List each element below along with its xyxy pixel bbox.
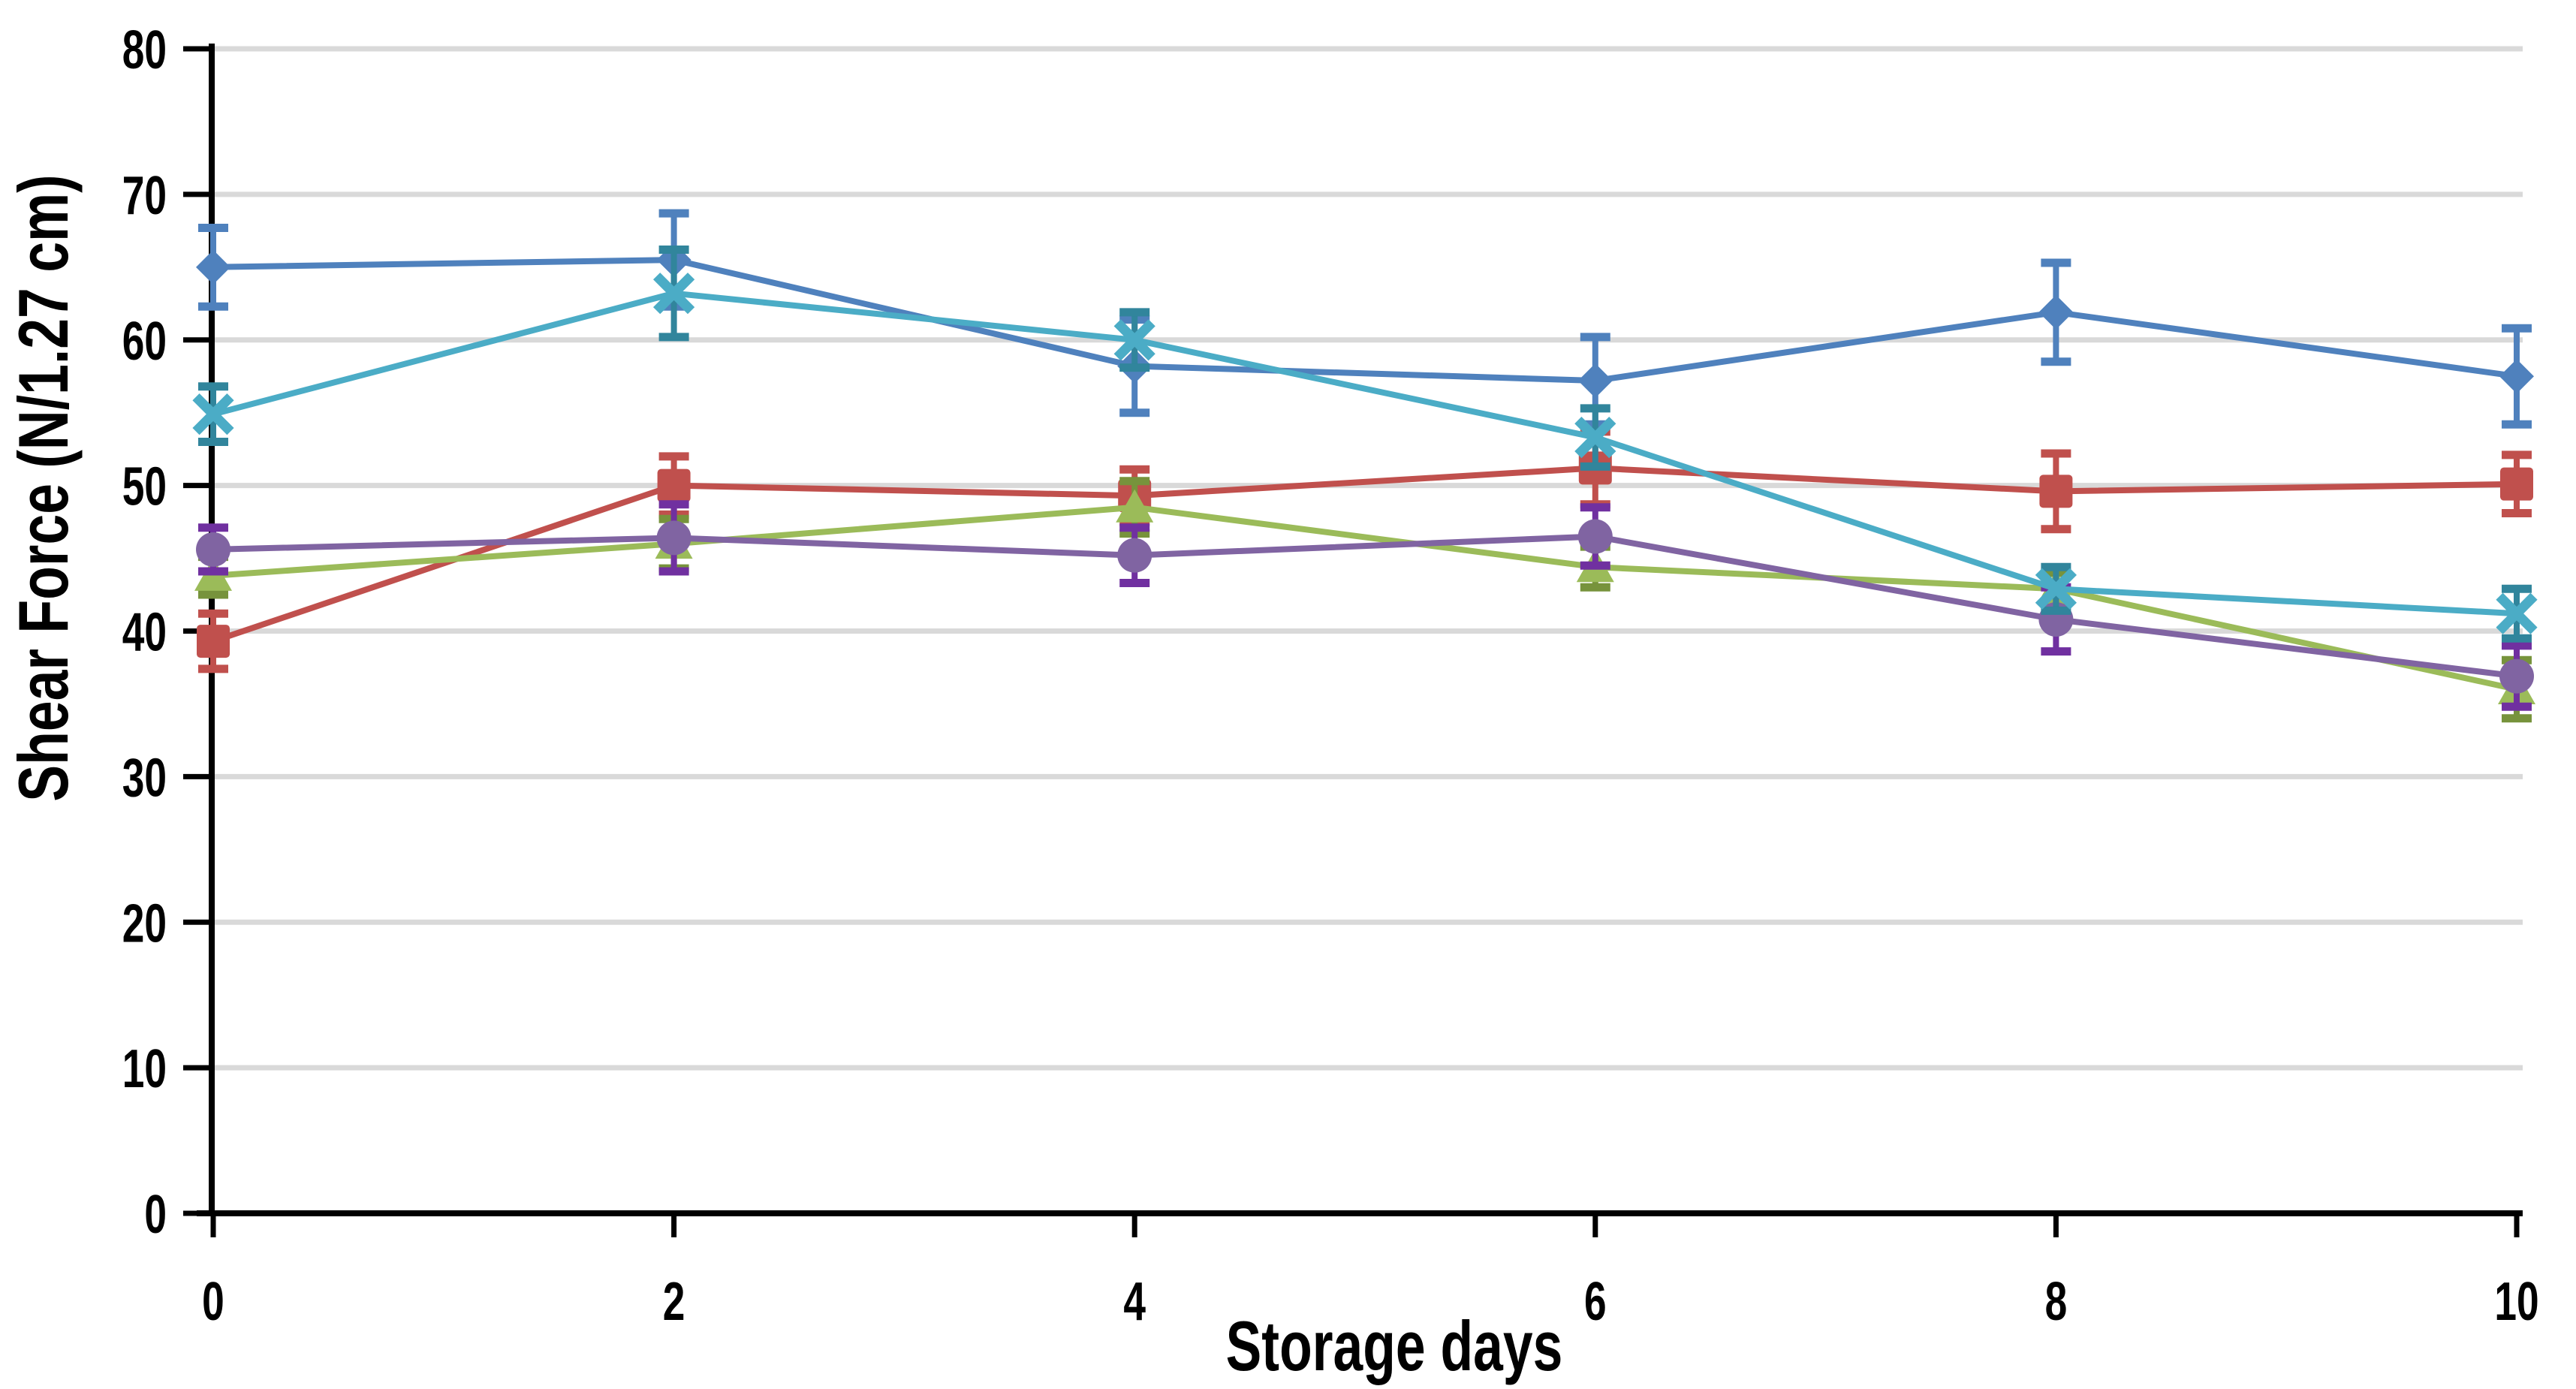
cyan-x-marker-day4-stroke-2 [1113,319,1155,361]
x-tick-label-4: 4 [1123,1272,1146,1332]
y-tick-label-20: 20 [122,894,167,954]
y-tick-label-70: 70 [122,166,167,226]
purple-circle-marker-day2 [656,520,691,556]
green-triangle-line [212,504,2517,693]
red-square-marker-day2 [657,469,691,502]
cyan-x-marker-day6 [1574,417,1616,459]
cyan-x-marker-day10-stroke-2 [2496,592,2538,634]
purple-circle-marker-day4 [1117,538,1152,573]
x-tick-label-6: 6 [1584,1272,1607,1332]
cyan-x-marker-day10 [2496,592,2538,634]
y-tick-label-30: 30 [122,749,167,809]
x-tick-label-2: 2 [663,1272,685,1332]
blue-diamond-line [212,257,2517,384]
x-tick-label-10: 10 [2494,1272,2538,1332]
cyan-x-marker-day8 [2035,568,2077,610]
red-square-marker-day10 [2500,467,2533,501]
y-tick-label-60: 60 [122,312,167,372]
cyan-x-marker-day0-stroke-2 [192,393,234,435]
cyan-x-marker-day4 [1113,319,1155,361]
y-axis-title: Shear Force (N/1.27 cm) [4,174,83,802]
green-triangle-marker-day4 [1116,489,1154,523]
purple-circle-line [212,533,2517,679]
purple-circle-marker-day10 [2499,658,2534,694]
cyan-x-line [212,290,2517,617]
purple-circle-marker-day6 [1577,519,1613,554]
x-axis-title: Storage days [1225,1306,1563,1385]
y-tick-label-40: 40 [122,603,167,663]
purple-circle-marker-day0 [196,532,230,567]
blue-diamond-marker-day10 [2499,359,2534,394]
x-tick-label-0: 0 [202,1272,224,1332]
cyan-x-marker-day2 [653,273,695,315]
red-square-marker-day8 [2039,475,2073,508]
y-tick-label-10: 10 [122,1039,167,1099]
cyan-x-marker-day2-stroke-2 [653,273,695,315]
blue-diamond-marker-day0 [196,249,230,285]
y-tick-label-0: 0 [144,1185,167,1245]
cyan-x-marker-day8-stroke-2 [2035,568,2077,610]
cyan-x-marker-day6-stroke-2 [1574,417,1616,459]
blue-diamond-marker-day6 [1577,363,1613,399]
cyan-x-marker-day0 [192,393,234,435]
blue-diamond-marker-day8 [2038,294,2074,330]
y-tick-label-50: 50 [122,457,167,517]
x-tick-label-8: 8 [2045,1272,2068,1332]
red-square-line [212,465,2517,644]
y-tick-label-80: 80 [122,20,167,80]
red-square-marker-day0 [197,625,230,658]
